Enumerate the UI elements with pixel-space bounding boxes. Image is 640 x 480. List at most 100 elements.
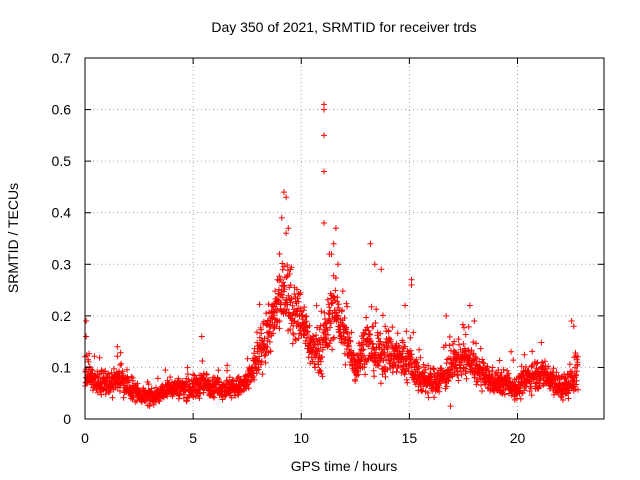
data-point xyxy=(289,302,296,309)
data-point xyxy=(410,329,417,336)
data-point xyxy=(455,336,462,343)
data-point xyxy=(542,358,548,365)
data-point xyxy=(408,351,415,358)
data-point xyxy=(199,358,206,364)
data-point xyxy=(292,336,299,343)
data-point xyxy=(425,362,432,369)
data-point xyxy=(473,361,480,368)
data-point xyxy=(443,360,450,367)
data-point xyxy=(415,365,422,372)
data-point xyxy=(256,301,263,308)
data-point xyxy=(528,392,535,399)
data-point xyxy=(328,320,334,327)
data-point xyxy=(303,318,310,325)
data-point xyxy=(130,377,136,384)
data-point xyxy=(528,385,535,392)
data-point xyxy=(321,168,327,175)
data-point xyxy=(474,378,481,385)
data-point xyxy=(408,281,415,288)
data-point xyxy=(387,338,394,345)
data-point xyxy=(463,375,470,382)
data-point xyxy=(255,366,262,373)
data-point xyxy=(156,398,163,405)
data-point xyxy=(479,356,486,363)
data-point xyxy=(312,364,319,371)
data-point xyxy=(304,328,311,335)
y-axis-label: SRMTID / TECUs xyxy=(5,183,21,293)
data-point xyxy=(257,361,264,368)
data-point xyxy=(403,328,410,335)
data-point xyxy=(335,312,342,319)
data-point xyxy=(402,302,409,309)
data-point xyxy=(266,322,273,329)
y-tick-label: 0.7 xyxy=(52,50,72,66)
data-point xyxy=(210,393,216,400)
data-point xyxy=(470,350,477,357)
data-point xyxy=(219,396,226,403)
data-point xyxy=(419,388,426,395)
data-point xyxy=(364,324,371,331)
data-point xyxy=(455,377,462,384)
data-point xyxy=(408,276,415,283)
data-point xyxy=(413,356,420,363)
data-point xyxy=(154,375,161,382)
data-point xyxy=(550,365,557,372)
data-point xyxy=(456,341,462,348)
data-point xyxy=(175,395,182,402)
data-point xyxy=(500,366,507,373)
data-point xyxy=(417,386,424,393)
data-point xyxy=(111,365,117,372)
data-point xyxy=(447,403,454,410)
data-point xyxy=(330,335,337,342)
data-point xyxy=(316,367,323,373)
data-point xyxy=(430,365,437,372)
data-point xyxy=(280,189,287,196)
data-point xyxy=(417,354,424,361)
data-point xyxy=(518,363,525,370)
data-point xyxy=(574,359,581,366)
data-point xyxy=(190,371,197,378)
data-point xyxy=(90,387,97,394)
data-point xyxy=(352,378,359,384)
data-point xyxy=(403,376,410,383)
data-point xyxy=(436,384,443,391)
data-point xyxy=(375,335,382,342)
data-point xyxy=(321,309,328,316)
data-point xyxy=(381,352,388,359)
data-point xyxy=(357,357,364,364)
y-tick-label: 0.3 xyxy=(52,256,72,272)
data-point xyxy=(522,364,529,370)
data-point xyxy=(343,300,350,307)
data-point xyxy=(281,286,288,293)
data-point xyxy=(315,369,322,376)
data-point xyxy=(521,351,528,358)
data-point xyxy=(371,261,378,268)
data-point xyxy=(301,304,308,311)
data-point xyxy=(294,295,301,302)
data-point xyxy=(285,292,292,299)
data-point xyxy=(306,322,313,329)
data-point xyxy=(407,334,414,341)
data-point xyxy=(326,251,333,257)
data-point xyxy=(317,358,324,365)
data-point xyxy=(276,251,283,257)
data-point xyxy=(471,318,478,324)
data-point xyxy=(431,394,438,401)
data-point xyxy=(209,384,216,391)
data-point xyxy=(283,194,290,201)
data-point xyxy=(276,325,283,332)
data-point xyxy=(499,390,506,397)
grid-lines xyxy=(85,58,604,419)
data-point xyxy=(463,368,470,375)
data-point xyxy=(389,342,396,349)
data-point xyxy=(370,345,377,352)
data-point xyxy=(264,337,271,344)
data-point xyxy=(326,304,333,311)
x-tick-label: 5 xyxy=(189,430,197,446)
data-point xyxy=(400,339,406,346)
data-point xyxy=(304,331,311,338)
data-point xyxy=(495,367,502,373)
data-point xyxy=(321,220,327,226)
data-point xyxy=(538,339,545,346)
